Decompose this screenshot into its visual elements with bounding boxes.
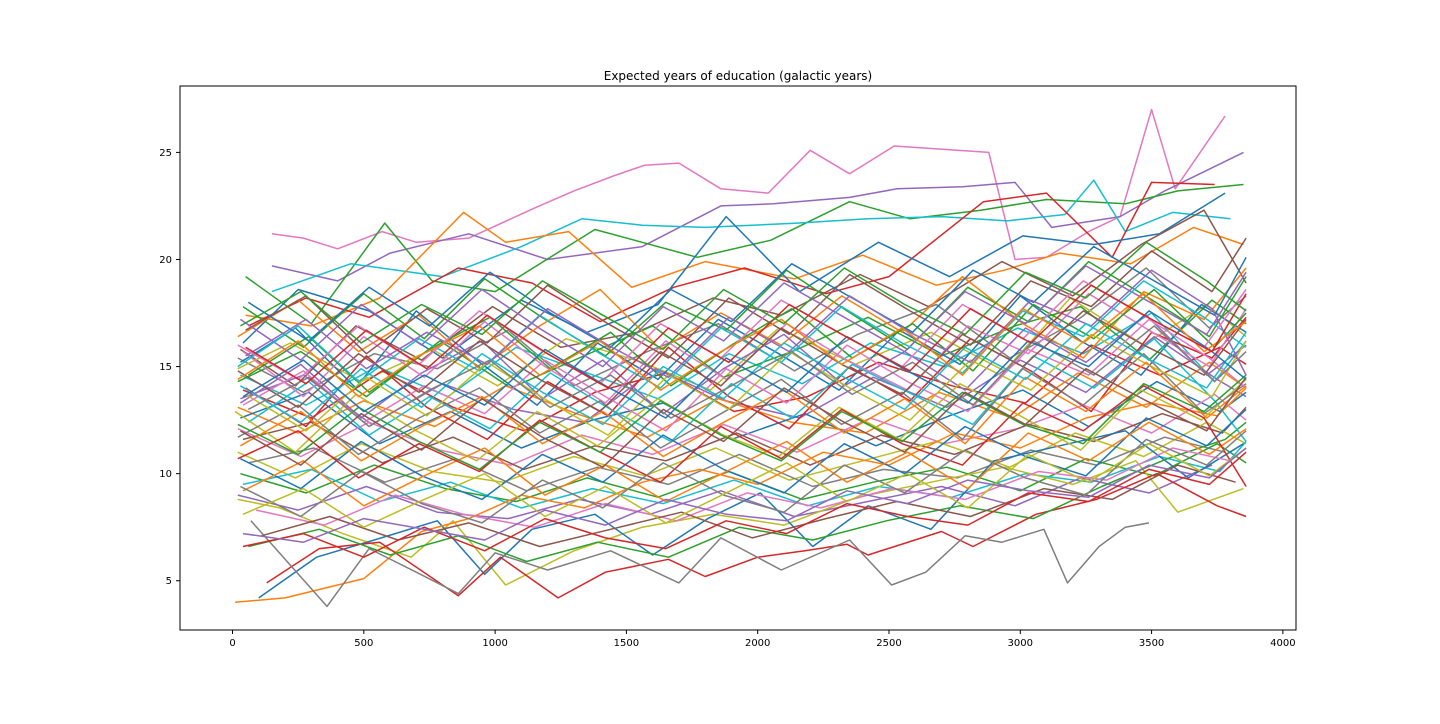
series-line-30 [261,464,1236,548]
chart-title: Expected years of education (galactic ye… [604,69,872,83]
y-tick-label: 15 [159,362,172,373]
series-line-40 [245,237,1247,359]
series-line-24 [258,430,1244,599]
series-line-9 [237,297,1247,391]
series-line-3 [271,179,1231,293]
series-line-18 [237,421,1247,483]
series-line-52 [240,361,1247,462]
x-tick-label: 1500 [614,638,639,649]
x-axis: 0 500 1000 1500 2000 2500 3000 3500 4000 [229,630,1296,649]
series-line-43 [237,385,1247,487]
series-line-45 [239,265,1247,368]
x-tick-label: 3500 [1139,638,1164,649]
series-line-57 [242,442,1247,528]
series-line-62 [237,292,1247,398]
series-line-60 [240,367,1247,468]
series-line-21 [242,441,1247,509]
series-line-23 [237,460,1244,586]
x-tick-label: 500 [354,638,373,649]
series-line-51 [247,245,1247,349]
series-line-50 [237,310,1247,413]
series-line-17 [242,406,1247,471]
series-line-41 [240,408,1247,501]
series-line-2 [245,183,1244,325]
series-line-64 [240,241,1247,351]
series-line-49 [240,430,1247,524]
series-line-27 [250,520,1150,608]
series-line-0 [271,108,1226,261]
series-line-1 [271,151,1244,282]
series-line-25 [235,387,1247,603]
series-line-19 [248,436,1226,492]
series-line-65 [242,447,1247,543]
y-axis: 5 10 15 20 25 [159,148,180,587]
series-line-55 [245,269,1247,379]
plot-frame [179,85,1297,631]
series-line-61 [242,310,1247,419]
y-tick-label: 20 [159,255,172,266]
series-line-47 [245,333,1247,436]
y-tick-label: 10 [159,469,172,480]
y-tick-label: 25 [159,148,172,159]
series-line-48 [242,318,1247,432]
series-line-44 [247,288,1247,394]
x-tick-label: 2000 [745,638,770,649]
series-line-39 [237,352,1247,456]
x-tick-label: 3000 [1008,638,1033,649]
series-line-42 [242,421,1247,507]
x-tick-label: 1000 [482,638,507,649]
series-line-37 [234,378,1247,462]
series-line-33 [242,260,1247,357]
series-line-53 [242,451,1247,558]
x-tick-label: 2500 [876,638,901,649]
series-layer [234,108,1247,608]
y-tick-label: 5 [166,576,172,587]
x-tick-label: 4000 [1270,638,1295,649]
series-line-63 [245,284,1247,389]
series-line-36 [247,337,1247,443]
series-line-5 [247,181,1215,327]
series-line-59 [247,325,1247,428]
x-tick-label: 0 [229,638,235,649]
series-line-35 [239,314,1247,419]
series-line-54 [237,374,1247,471]
